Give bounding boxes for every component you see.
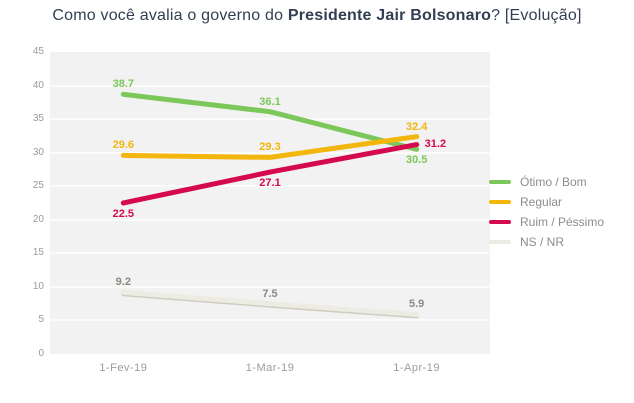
gridline [50,218,490,221]
legend-marker-icon [489,180,511,184]
legend-label: NS / NR [520,235,565,249]
data-label-o-timo-bom: 38.7 [112,78,135,91]
data-label-o-timo-bom: 30.5 [405,154,428,167]
y-axis-tick-label: 45 [32,46,44,57]
line-o-timo-bom [120,91,420,152]
series-lines [120,91,420,319]
y-axis-tick-label: 40 [32,79,44,91]
data-label-ns-nr: 7.5 [262,287,278,300]
plot-area: 38.7 36.1 30.5 29.6 29.3 32.4 22.5 27.1 31.2 9.2 7… [50,52,490,354]
gridline [50,285,490,288]
y-axis-tick-label: 5 [38,314,44,326]
x-axis-tick-label: 1-Apr-19 [393,362,441,374]
legend-label: Ótimo / Bom [520,175,587,189]
legend-label: Regular [520,195,563,209]
legend-marker-icon [489,240,511,244]
chart-title-regular-1: Como você avalia o governo do [52,7,288,24]
gridline [50,118,490,121]
line-regular [120,134,420,160]
gridline [50,319,490,322]
line-ruim-pe-ssimo [120,142,420,206]
legend-label: Ruim / Péssimo [520,215,605,229]
legend-item-regular: Regular [489,192,604,212]
gridline [50,252,490,255]
data-label-regular: 29.6 [112,139,135,152]
line-ns-nr [120,289,420,317]
y-axis-tick-label: 25 [32,180,44,192]
legend-item-ns-nr: NS / NR [489,232,604,252]
data-label-ruim-pe-ssimo: 22.5 [112,208,135,220]
legend-item-ruim-pe-ssimo: Ruim / Péssimo [489,212,604,232]
data-label-o-timo-bom: 36.1 [259,95,281,108]
y-axis-tick-label: 35 [32,113,44,125]
x-axis-tick-label: 1-Fev-19 [99,362,148,374]
gridline [50,151,490,154]
legend: Ótimo / Bom Regular Ruim / Péssimo NS / NR [489,172,604,252]
y-axis-tick-label: 15 [32,247,44,259]
gridline [50,84,490,87]
data-label-ns-nr: 9.2 [115,276,131,289]
legend-marker-icon [489,200,511,204]
y-axis-tick-label: 10 [32,280,44,292]
data-label-regular: 29.3 [259,141,281,154]
gridline [50,185,490,188]
chart-title-regular-2: ? [Evolução] [491,7,582,24]
y-axis-tick-label: 20 [32,213,44,225]
y-axis-tick-label: 30 [32,146,44,158]
data-label-ns-nr: 5.9 [409,298,425,311]
data-label-regular: 32.4 [405,120,428,133]
x-axis-tick-label: 1-Mar-19 [245,362,295,374]
data-label-ruim-pe-ssimo: 27.1 [259,177,281,190]
chart-title: Como você avalia o governo do Presidente… [0,7,634,25]
data-label-ruim-pe-ssimo: 31.2 [424,137,447,150]
legend-marker-icon [489,220,511,224]
y-axis-tick-label: 0 [38,348,44,359]
chart-title-bold: Presidente Jair Bolsonaro [287,7,492,24]
legend-item-o-timo-bom: Ótimo / Bom [489,172,604,192]
